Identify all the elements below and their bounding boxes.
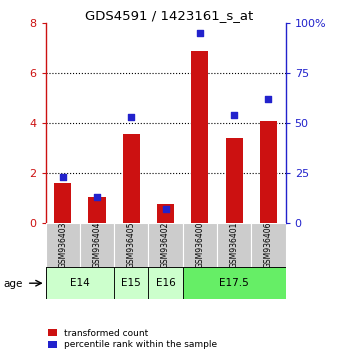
Text: E14: E14 xyxy=(70,278,90,288)
Bar xyxy=(183,223,217,267)
Point xyxy=(163,206,168,212)
Bar xyxy=(114,267,148,299)
Text: E15: E15 xyxy=(121,278,141,288)
Point xyxy=(266,96,271,102)
Bar xyxy=(54,183,71,223)
Text: GSM936404: GSM936404 xyxy=(93,222,101,268)
Point xyxy=(60,174,66,180)
Text: age: age xyxy=(3,279,23,289)
Bar xyxy=(148,267,183,299)
Point xyxy=(232,112,237,118)
Text: GSM936400: GSM936400 xyxy=(195,222,204,268)
Text: E16: E16 xyxy=(156,278,175,288)
Bar xyxy=(80,223,114,267)
Text: GSM936401: GSM936401 xyxy=(230,222,239,268)
Legend: transformed count, percentile rank within the sample: transformed count, percentile rank withi… xyxy=(48,329,217,349)
Text: GSM936402: GSM936402 xyxy=(161,222,170,268)
Bar xyxy=(226,138,243,223)
Text: E17.5: E17.5 xyxy=(219,278,249,288)
Text: GSM936406: GSM936406 xyxy=(264,222,273,268)
Bar xyxy=(260,120,277,223)
Bar xyxy=(251,223,286,267)
Bar xyxy=(183,267,286,299)
Point xyxy=(197,30,202,36)
Bar xyxy=(123,134,140,223)
Point xyxy=(94,194,100,200)
Text: GSM936403: GSM936403 xyxy=(58,222,67,268)
Text: GSM936405: GSM936405 xyxy=(127,222,136,268)
Bar xyxy=(89,197,105,223)
Bar xyxy=(191,51,209,223)
Text: GDS4591 / 1423161_s_at: GDS4591 / 1423161_s_at xyxy=(85,9,253,22)
Bar xyxy=(46,267,114,299)
Point xyxy=(129,114,134,120)
Bar xyxy=(46,223,80,267)
Bar xyxy=(148,223,183,267)
Bar xyxy=(114,223,148,267)
Bar xyxy=(157,204,174,223)
Bar xyxy=(217,223,251,267)
